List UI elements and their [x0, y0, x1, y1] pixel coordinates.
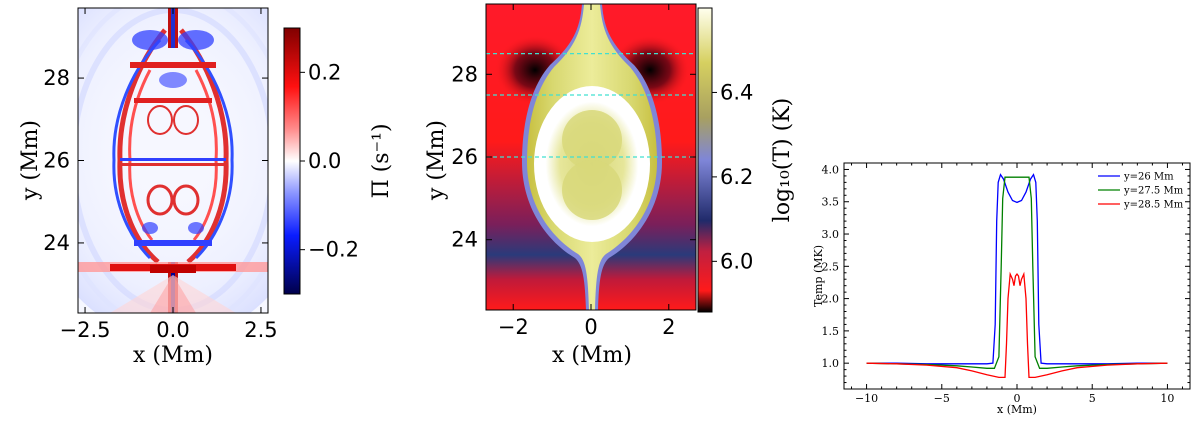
colorbar-tick-label: 6.4 — [720, 80, 753, 104]
legend-label: y=28.5 Mm — [1123, 200, 1184, 211]
series-line-0 — [866, 173, 1168, 365]
legend-label: y=26 Mm — [1123, 172, 1174, 183]
panel-2-ylabel: y (Mm) — [424, 120, 449, 201]
y-tick-label: 3.5 — [822, 196, 840, 209]
panel-2-colorbar — [697, 7, 713, 313]
x-tick-label: 10 — [1160, 392, 1174, 405]
x-tick-label: 5 — [1089, 392, 1096, 405]
x-tick-label: 0 — [1014, 392, 1021, 405]
panel-3-legend: y=26 Mm y=27.5 Mm y=28.5 Mm — [1098, 172, 1184, 211]
series-line-1 — [866, 176, 1168, 369]
y-tick-label: 26 — [451, 145, 478, 169]
y-tick-label: 2.0 — [822, 293, 840, 306]
panel-3-axes: −10 −5 0 5 10 1.0 1.5 2.0 2.5 3.0 3.5 4.0 — [822, 163, 1190, 405]
legend-label: y=27.5 Mm — [1123, 186, 1184, 197]
panel-3-temperature-profiles: −10 −5 0 5 101.01.52.02.53.03.54.0 y=26 Mmy=… — [812, 162, 1191, 416]
panel-1-ylabel: y (Mm) — [18, 120, 43, 201]
x-tick-label: 2.5 — [244, 318, 277, 342]
panel-2-colorbar-label: log₁₀(T) (K) — [770, 98, 795, 222]
y-tick-label: 26 — [43, 149, 70, 173]
panel-2-colorbar-axis: 6.0 6.2 6.4 — [712, 80, 753, 273]
colorbar-tick-label: −0.2 — [308, 238, 359, 262]
panel-3-series — [866, 173, 1168, 379]
panel-3-ylabel: Temp (MK) — [812, 245, 825, 307]
panel-1-pressure-map: −2.5 0.0 2.5 24 26 28 −0.2 0.0 0.2 Π (s⁻¹) x (M… — [18, 7, 394, 368]
panel-2-xlabel: x (Mm) — [552, 343, 632, 368]
x-tick-label: 0.0 — [156, 318, 189, 342]
panel-3-xlabel: x (Mm) — [997, 403, 1037, 416]
y-tick-label: 1.5 — [822, 325, 840, 338]
panel-2-axes: −2 0 2 24 26 28 — [451, 4, 696, 339]
x-tick-label: −2.5 — [60, 318, 111, 342]
x-tick-label: 0 — [584, 315, 597, 339]
y-tick-label: 2.5 — [822, 260, 840, 273]
panel-2-image — [486, 4, 696, 310]
y-tick-label: 3.0 — [822, 228, 840, 241]
colorbar-tick-label: 0.0 — [308, 149, 341, 173]
series-line-2 — [866, 271, 1168, 379]
y-tick-label: 28 — [43, 66, 70, 90]
panel-1-colorbar — [283, 27, 301, 295]
colorbar-tick-label: 0.2 — [308, 60, 341, 84]
y-tick-label: 4.0 — [822, 163, 840, 176]
x-tick-label: 2 — [662, 315, 675, 339]
y-tick-label: 24 — [451, 228, 478, 252]
panel-1-colorbar-label: Π (s⁻¹) — [369, 123, 394, 198]
panel-2-reference-lines — [486, 53, 696, 158]
x-tick-label: −5 — [934, 392, 950, 405]
y-tick-label: 28 — [451, 62, 478, 86]
colorbar-tick-label: 6.0 — [720, 249, 753, 273]
x-tick-label: −2 — [498, 315, 529, 339]
panel-2-temperature-map: −2 0 2 24 26 28 6.0 6.2 6.4 log₁₀(T) (K) x (Mm)… — [424, 3, 795, 368]
y-tick-label: 24 — [43, 231, 70, 255]
panel-1-xlabel: x (Mm) — [133, 343, 213, 368]
panel-1-axes: −2.5 0.0 2.5 24 26 28 — [43, 8, 278, 342]
y-tick-label: 1.0 — [822, 357, 840, 370]
x-tick-label: −10 — [855, 392, 878, 405]
panel-1-colorbar-axis: −0.2 0.0 0.2 — [300, 60, 359, 262]
colorbar-tick-label: 6.2 — [720, 165, 753, 189]
panel-3-frame — [843, 162, 1191, 390]
